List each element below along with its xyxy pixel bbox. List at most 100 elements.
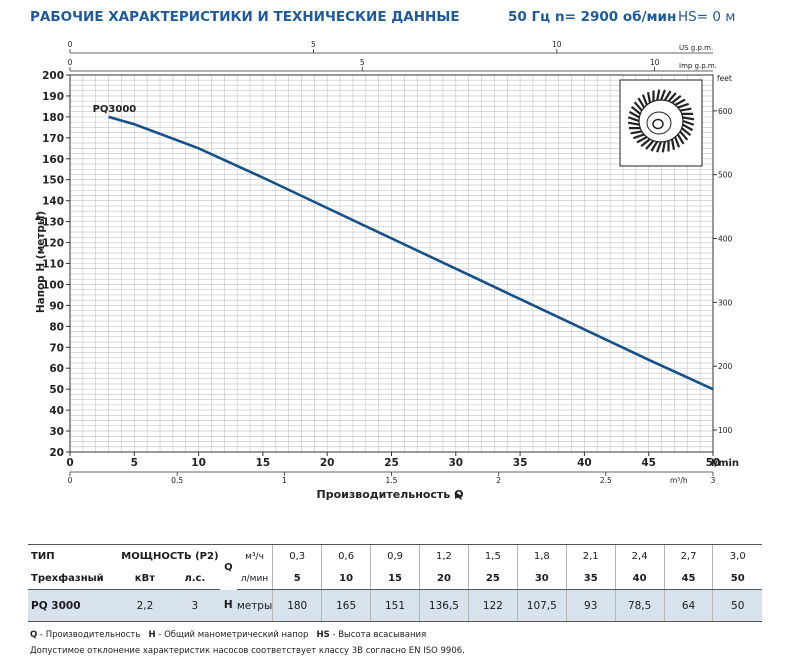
m3h-cell: 2,4 — [614, 544, 665, 568]
impeller-vane — [628, 110, 640, 119]
impeller-vane — [677, 102, 689, 109]
impgpm-axis-label: Imp g.p.m. — [679, 62, 717, 70]
head-cell: 78,5 — [614, 589, 665, 622]
impeller-vane — [671, 95, 682, 104]
x-axis-label: Производительность Q — [317, 488, 464, 501]
x-tick-label: 40 — [577, 457, 592, 469]
m3h-cell: 1,5 — [467, 544, 518, 568]
m3h-cell: 1,2 — [418, 544, 469, 568]
m3h-tick-label: 1.5 — [386, 476, 398, 485]
feet-tick-label: 100 — [718, 426, 733, 435]
impeller-vane — [682, 116, 695, 121]
performance-chart: 2030405060708090100110120130140150160170… — [35, 40, 739, 501]
x-tick-label: 20 — [320, 457, 335, 469]
impeller-vane — [656, 89, 661, 101]
impeller-hub — [646, 111, 672, 135]
y-tick-label: 30 — [49, 426, 64, 438]
feet-tick-label: 600 — [718, 107, 733, 116]
m3h-cell: 3,0 — [712, 544, 762, 568]
impeller-vane — [676, 133, 685, 145]
impeller-vane — [630, 105, 642, 115]
page-title: РАБОЧИЕ ХАРАКТЕРИСТИКИ И ТЕХНИЧЕСКИЕ ДАН… — [30, 9, 460, 25]
y-tick-label: 40 — [49, 405, 64, 417]
feet-tick-label: 300 — [718, 298, 733, 307]
lmin-cell: 45 — [663, 568, 713, 590]
y-tick-label: 160 — [42, 154, 64, 166]
impeller-vane — [627, 116, 640, 123]
m3h-tick-label: 2 — [496, 476, 501, 485]
unit-m3h: м³/ч — [236, 544, 273, 568]
impeller-vane — [656, 141, 663, 153]
y-tick-label: 190 — [42, 91, 64, 103]
y-tick-label: 100 — [42, 279, 64, 291]
x-tick-label: 10 — [191, 457, 206, 469]
model-hp: 3 — [169, 589, 220, 622]
x-tick-label: 45 — [641, 457, 656, 469]
frequency-label: 50 Гц — [508, 9, 551, 25]
impgpm-axis-tick-label: 5 — [360, 58, 365, 67]
kw-label: кВт — [119, 568, 170, 590]
impeller-vane — [633, 101, 643, 112]
suction-height-label: HS= 0 м — [678, 9, 736, 25]
y-tick-label: 200 — [42, 70, 64, 82]
feet-axis-label: feet — [717, 74, 732, 83]
head-cell: 93 — [565, 589, 616, 622]
curve-label: PQ3000 — [93, 104, 137, 115]
impeller-vane — [633, 133, 645, 140]
y-tick-label: 90 — [49, 300, 64, 312]
feet-tick-label: 200 — [718, 362, 733, 371]
impeller-vane — [636, 136, 648, 144]
lmin-cell: 35 — [565, 568, 616, 590]
impeller-vane — [682, 123, 694, 132]
impeller-vane — [679, 107, 692, 112]
head-cell: 165 — [321, 589, 371, 622]
m3h-tick-label: 0 — [68, 476, 73, 485]
x-tick-label: 15 — [256, 457, 271, 469]
impeller-vane — [640, 138, 651, 147]
impeller-vane — [650, 141, 659, 152]
m3h-cell: 2,7 — [663, 544, 713, 568]
y-tick-label: 20 — [49, 447, 64, 459]
type-header: ТИП — [28, 544, 120, 568]
impgpm-axis-tick-label: 10 — [650, 58, 660, 67]
y-tick-label: 70 — [49, 342, 64, 354]
h-unit: метры — [236, 589, 273, 622]
head-cell: 50 — [712, 589, 762, 622]
q-symbol: Q — [219, 544, 237, 590]
lmin-cell: 20 — [418, 568, 469, 590]
m3h-axis-label: m³/h — [670, 476, 688, 485]
m3h-cell: 0,9 — [370, 544, 420, 568]
impeller-vane — [659, 89, 666, 101]
specs-table: ТИП МОЩНОСТЬ (P2) Q м³/ч 0,3 0,6 0,9 1,2… — [28, 544, 762, 622]
impeller-vane — [674, 136, 681, 148]
impeller-vane — [663, 90, 672, 101]
fn-hs-text: - Высота всасывания — [329, 630, 427, 640]
impeller-vane — [674, 98, 686, 106]
y-tick-label: 180 — [42, 112, 64, 124]
lmin-cell: 15 — [370, 568, 420, 590]
power-header: МОЩНОСТЬ (P2) — [119, 544, 220, 568]
fn-q-text: - Производительность — [37, 630, 141, 640]
hp-label: л.с. — [169, 568, 220, 590]
head-cell: 136,5 — [418, 589, 469, 622]
impeller-vane — [661, 141, 666, 153]
impeller-vane — [680, 127, 692, 137]
y-tick-label: 120 — [42, 238, 64, 250]
model-name: PQ 3000 — [28, 589, 120, 622]
fn-h-text: - Общий манометрический напор — [155, 630, 309, 640]
usgpm-axis-tick-label: 5 — [311, 40, 316, 49]
y-tick-label: 150 — [42, 175, 64, 187]
fn-h: H — [148, 630, 156, 640]
usgpm-axis-tick-label: 10 — [552, 40, 562, 49]
y-tick-label: 110 — [42, 259, 64, 271]
x-tick-label: 5 — [131, 457, 138, 469]
h-symbol: H — [219, 589, 237, 622]
y-tick-label: 80 — [49, 321, 64, 333]
impeller-vane — [679, 130, 689, 141]
phase-label: Трехфазный — [28, 568, 120, 590]
impeller-vane — [641, 94, 648, 106]
lmin-cell: 30 — [516, 568, 567, 590]
head-cell: 151 — [370, 589, 420, 622]
lmin-cell: 50 — [712, 568, 762, 590]
feet-tick-label: 500 — [718, 171, 733, 180]
